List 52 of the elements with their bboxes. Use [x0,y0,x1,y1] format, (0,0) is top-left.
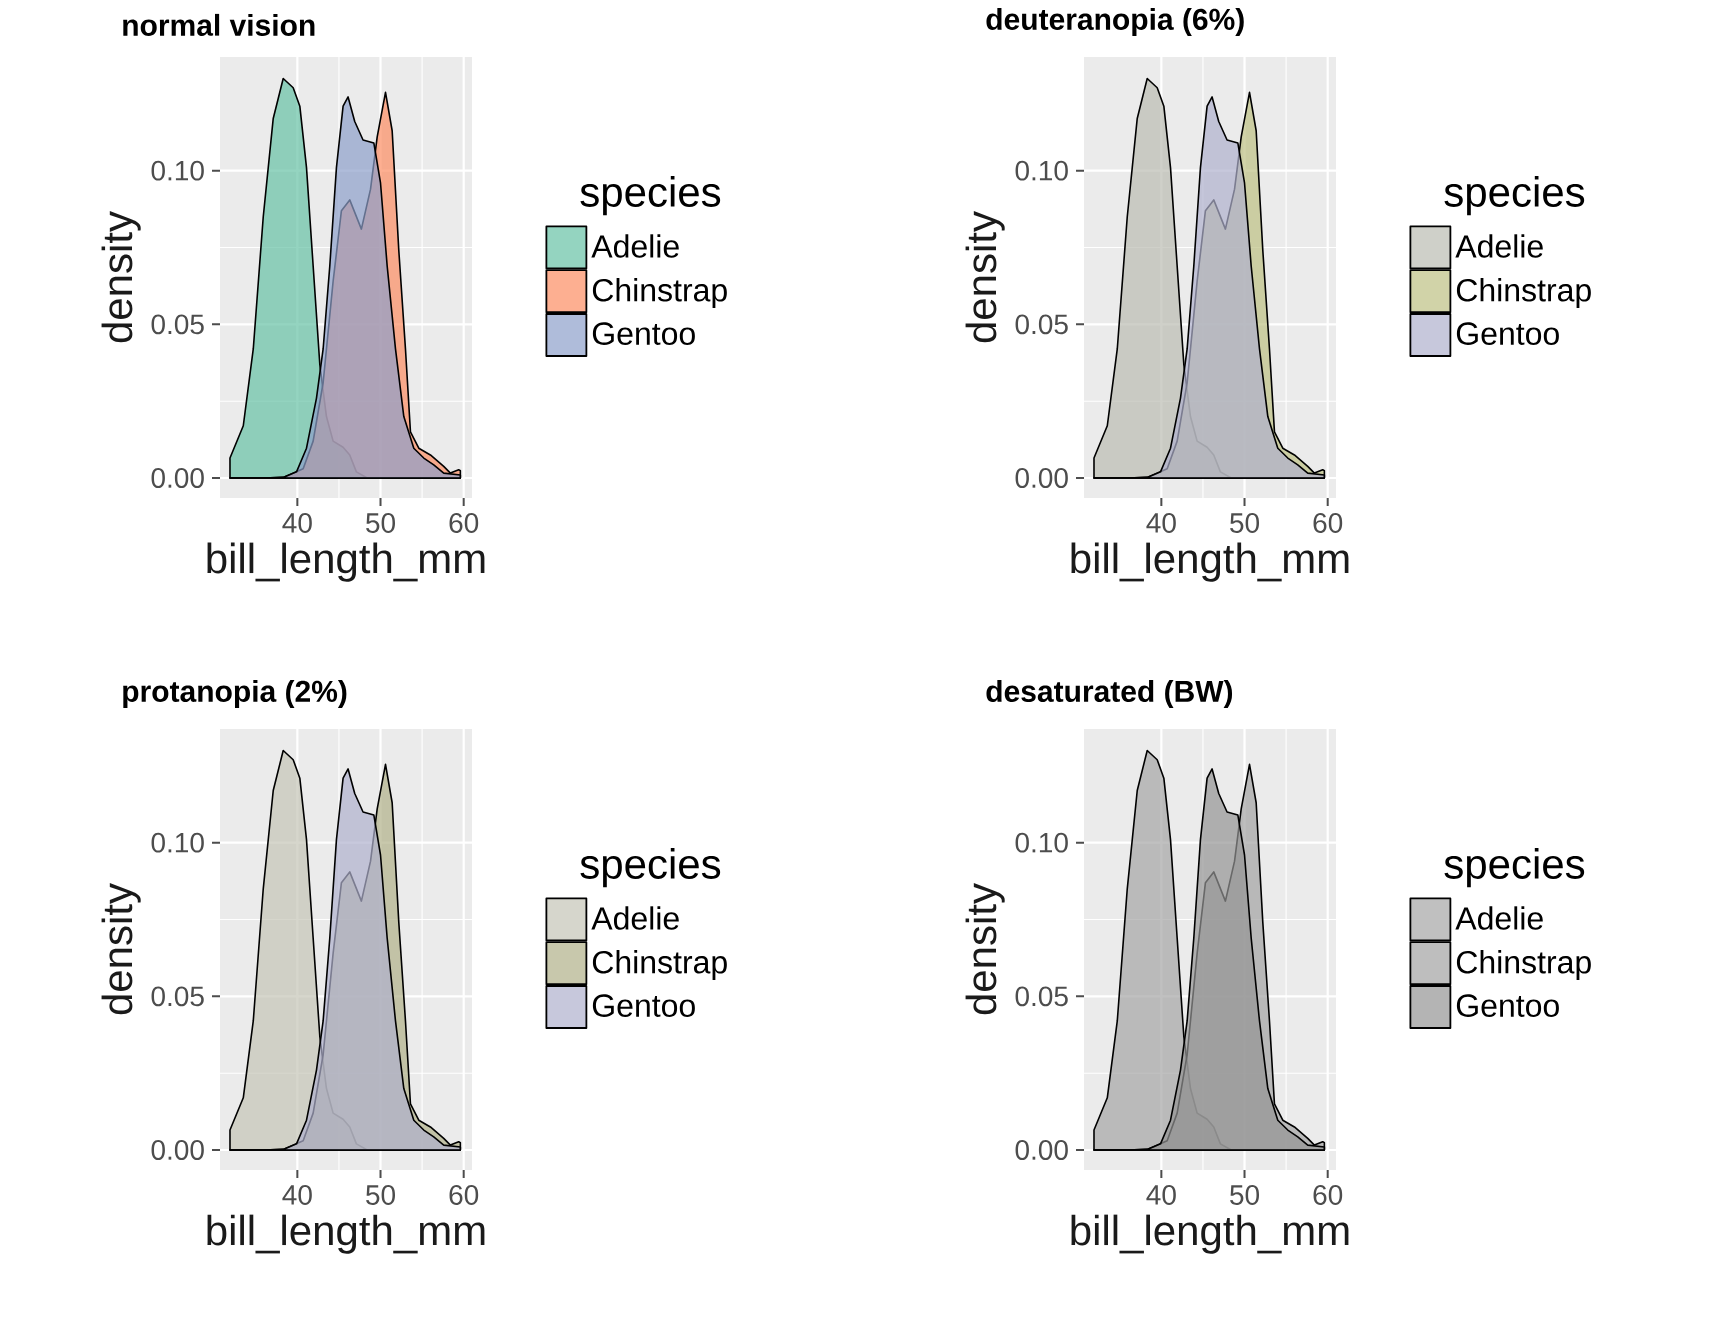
y-tick-label: 0.10 [151,832,204,853]
legend-label: Adelie [591,234,679,258]
y-axis-title: density [965,883,1005,1015]
legend-label: Chinstrap [592,278,727,308]
legend-title: species [1444,176,1585,216]
legend-title: species [580,848,721,888]
legend-label: Adelie [1455,234,1543,258]
legend-label: Chinstrap [1456,950,1591,980]
x-tick-label: 60 [1313,513,1343,533]
x-axis-title: bill_length_mm [1071,1214,1349,1254]
legend-label: Chinstrap [1456,278,1591,308]
x-tick-label: 40 [1146,1185,1176,1205]
y-tick-label: 0.00 [1015,468,1068,488]
x-axis-title: bill_length_mm [1071,542,1349,582]
y-tick-label: 0.10 [151,160,204,181]
chart-title: normal vision [123,13,315,36]
chart-title: protanopia (2%) [123,679,347,708]
chart-title: desaturated (BW) [986,679,1233,708]
x-tick-label: 40 [282,513,312,533]
legend-title: species [1444,848,1585,888]
y-tick-label: 0.00 [151,468,204,488]
y-axis-title: density [965,211,1005,343]
y-tick-label: 0.05 [151,986,204,1007]
y-tick-label: 0.10 [1015,832,1068,853]
y-tick-label: 0.05 [1015,986,1068,1007]
legend-label: Gentoo [592,994,695,1017]
chart-title: deuteranopia (6%) [986,7,1244,36]
x-tick-label: 50 [366,1185,396,1205]
y-axis-title: density [101,211,141,343]
y-tick-label: 0.00 [151,1140,204,1160]
legend-label: Gentoo [592,322,695,345]
legend-label: Adelie [591,906,679,930]
y-axis-title: density [101,883,141,1015]
legend-label: Gentoo [1456,994,1559,1017]
y-tick-label: 0.05 [151,314,204,335]
x-axis-title: bill_length_mm [207,542,485,582]
x-tick-label: 50 [1230,1185,1260,1205]
legend-label: Adelie [1455,906,1543,930]
legend-label: Chinstrap [592,950,727,980]
x-tick-label: 60 [449,1185,479,1205]
legend-title: species [580,176,721,216]
x-tick-label: 60 [449,513,479,533]
x-tick-label: 60 [1313,1185,1343,1205]
x-tick-label: 50 [1230,513,1260,533]
y-tick-label: 0.05 [1015,314,1068,335]
x-tick-label: 40 [282,1185,312,1205]
y-tick-label: 0.10 [1015,160,1068,181]
x-axis-title: bill_length_mm [207,1214,485,1254]
x-tick-label: 40 [1146,513,1176,533]
x-tick-label: 50 [366,513,396,533]
y-tick-label: 0.00 [1015,1140,1068,1160]
legend-label: Gentoo [1456,322,1559,345]
